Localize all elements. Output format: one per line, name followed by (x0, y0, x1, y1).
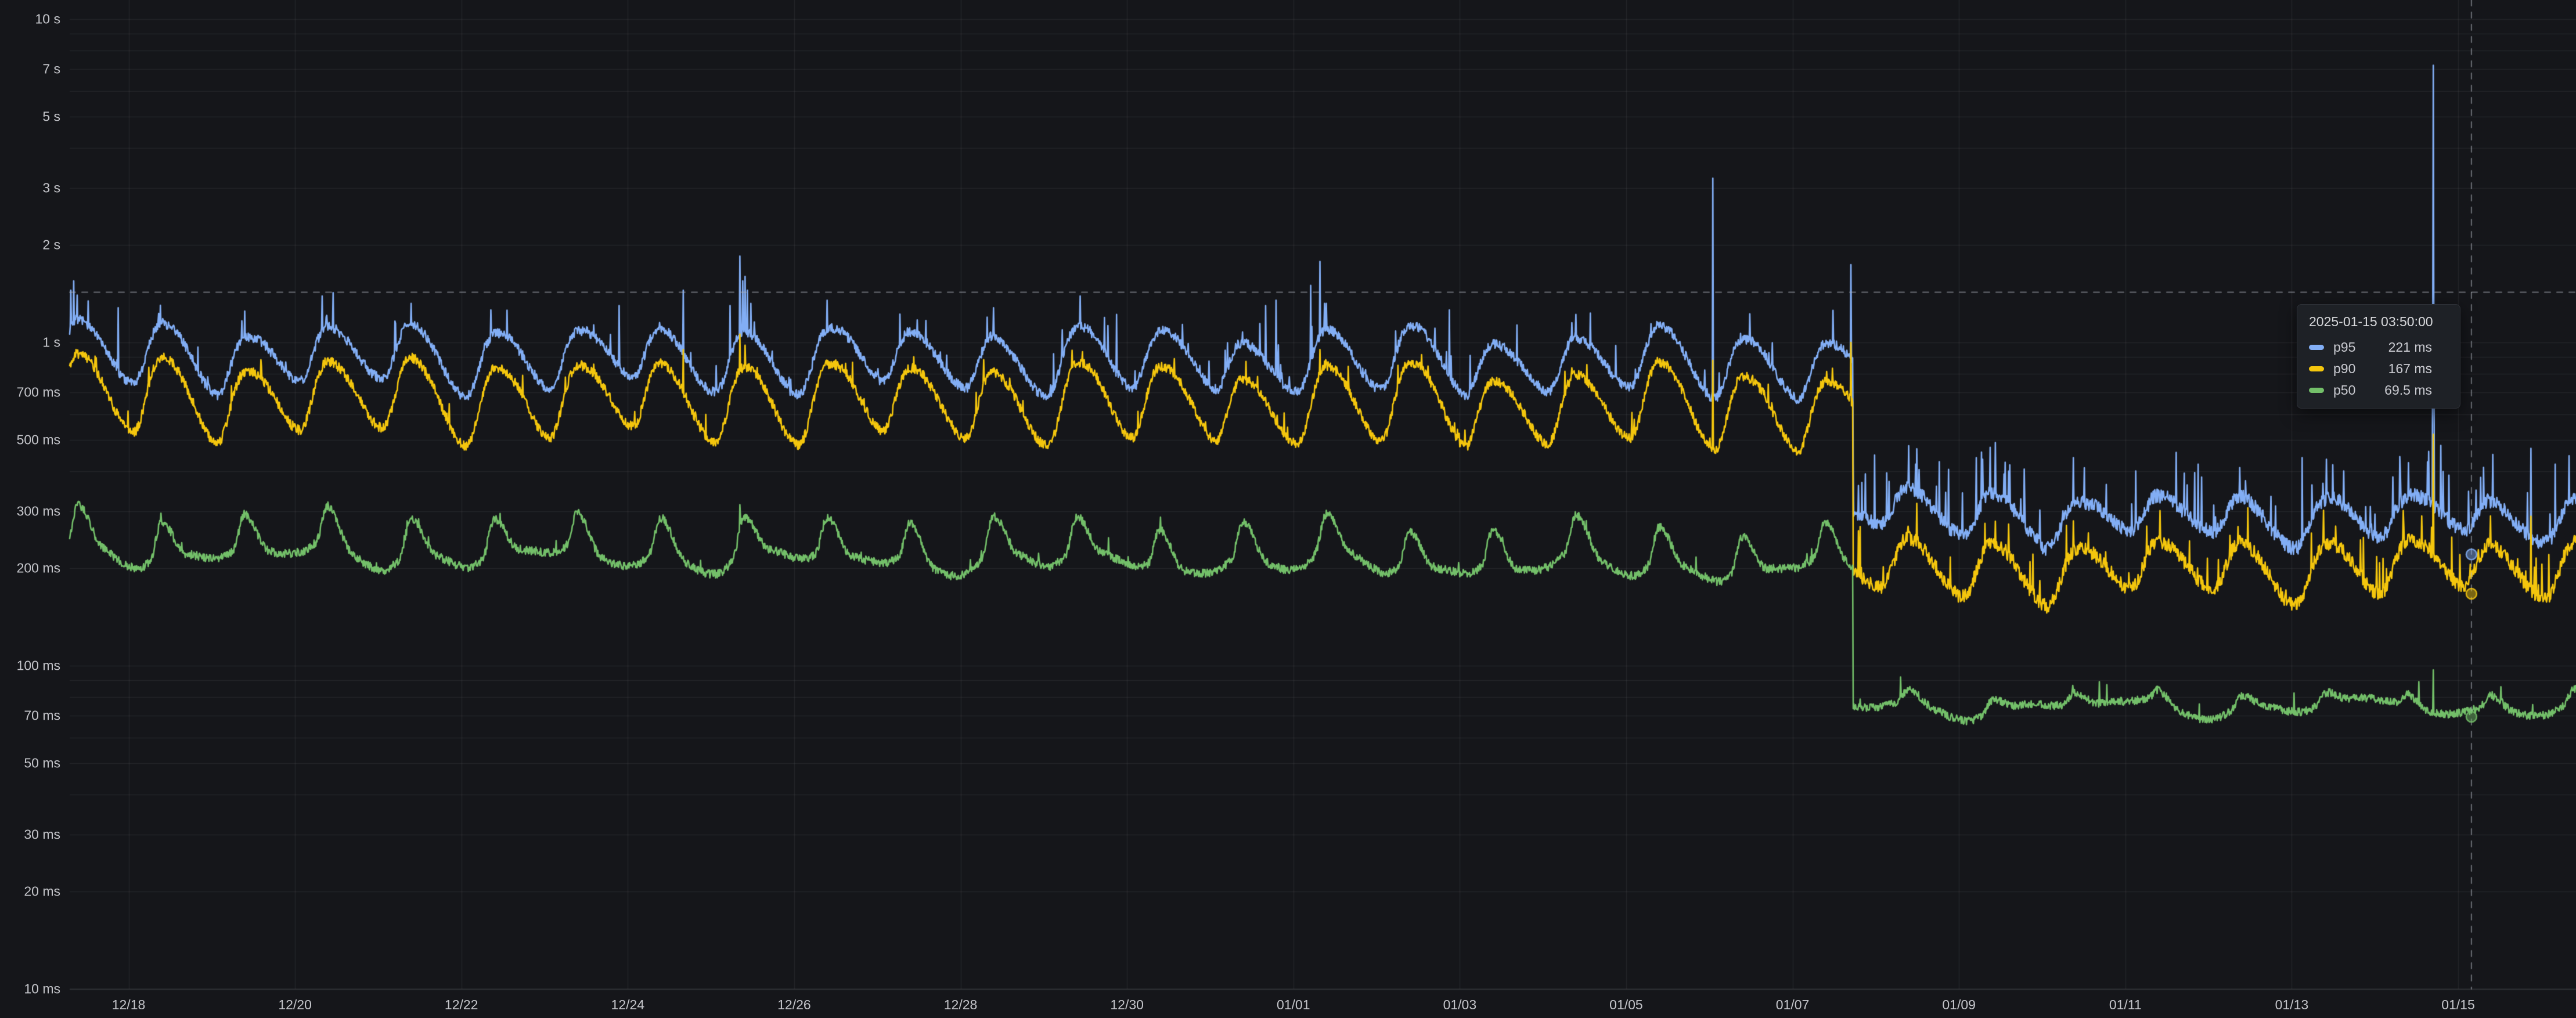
series-name-label: p90 (2333, 361, 2356, 376)
series-value: 167 ms (2388, 361, 2432, 376)
series-value: 221 ms (2388, 340, 2432, 355)
series-color-chip (2309, 366, 2324, 371)
series-value: 69.5 ms (2384, 382, 2432, 398)
series-color-chip (2309, 388, 2324, 393)
tooltip-series-row: p50 69.5 ms (2309, 380, 2448, 401)
tooltip-timestamp: 2025-01-15 03:50:00 (2309, 314, 2433, 329)
series-name-label: p50 (2333, 382, 2356, 398)
series-color-chip (2309, 345, 2324, 350)
chart-tooltip: 2025-01-15 03:50:00 p95 221 ms p90 167 ms p5… (2297, 304, 2460, 409)
tooltip-series-row: p95 221 ms (2309, 337, 2448, 358)
series-name-label: p95 (2333, 340, 2356, 355)
tooltip-rows: p95 221 ms p90 167 ms p50 69.5 ms (2309, 337, 2448, 401)
tooltip-series-row: p90 167 ms (2309, 358, 2448, 380)
